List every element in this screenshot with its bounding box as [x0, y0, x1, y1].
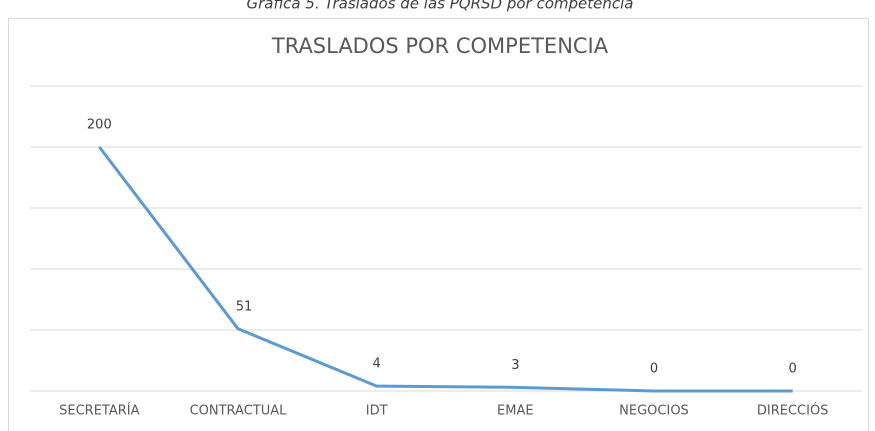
x-tick-label: IDT — [366, 404, 388, 419]
x-tick-label: SECRETARÍA — [59, 403, 139, 419]
x-tick-label: EMAE — [497, 404, 534, 419]
x-tick-label: NEGOCIOS — [619, 404, 689, 419]
x-tick-label: CONTRACTUAL — [190, 404, 288, 419]
data-label: 0 — [650, 362, 658, 377]
chart-title: TRASLADOS POR COMPETENCIA — [271, 34, 609, 58]
data-label: 0 — [789, 362, 797, 377]
data-line — [98, 146, 793, 393]
data-label: 4 — [373, 357, 381, 372]
data-label: 51 — [236, 299, 253, 314]
chart-frame — [8, 18, 869, 431]
caption: Gráfica 5. Traslados de las PQRSD por co… — [247, 0, 634, 13]
data-label: 200 — [87, 118, 112, 133]
x-tick-label: DIRECCIÓS — [757, 403, 829, 419]
data-label: 3 — [511, 358, 519, 373]
